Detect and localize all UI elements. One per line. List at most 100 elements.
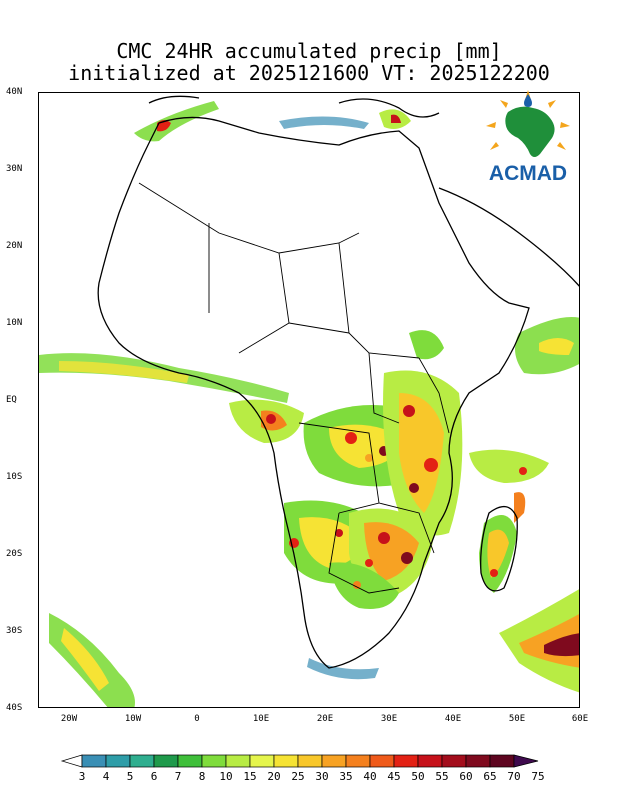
lon-label-30e: 30E (380, 714, 398, 724)
colorbar-label: 5 (127, 770, 134, 783)
country-borders (138, 182, 450, 594)
colorbar-swatch (129, 754, 155, 768)
lon-label-50e: 50E (508, 714, 526, 724)
precip-area-rift-inner (399, 393, 444, 513)
precip-cell-zambia-1 (378, 532, 390, 544)
colorbar-swatch (345, 754, 371, 768)
colorbar-swatch (489, 754, 515, 768)
precip-cell-rift-3 (409, 483, 419, 493)
colorbar-label: 10 (219, 770, 232, 783)
lon-label-10w: 10W (124, 714, 142, 724)
colorbar-swatch (417, 754, 443, 768)
lat-label-10s: 10S (6, 472, 23, 482)
precip-area-indian-core (539, 338, 574, 355)
lon-label-10e: 10E (252, 714, 270, 724)
colorbar-swatch (249, 754, 275, 768)
lat-label-40n: 40N (6, 87, 23, 97)
colorbar-label: 3 (79, 770, 86, 783)
colorbar-label: 30 (315, 770, 328, 783)
lon-label-20w: 20W (60, 714, 78, 724)
madagascar-coastline (480, 506, 518, 592)
lon-label-60e: 60E (571, 714, 589, 724)
precip-cell-congo-3 (365, 454, 373, 462)
map-canvas (39, 95, 579, 707)
colorbar-swatch (369, 754, 395, 768)
border-segment-3 (338, 242, 420, 359)
colorbar-swatch (153, 754, 179, 768)
colorbar-label: 6 (151, 770, 158, 783)
lat-label-20s: 20S (6, 549, 23, 559)
colorbar-swatch (297, 754, 323, 768)
precip-area-south-tip (307, 658, 379, 680)
lon-label-40e: 40E (444, 714, 462, 724)
precip-area-indian-2 (469, 449, 549, 483)
precip-area-moz-channel (514, 492, 526, 523)
border-segment-7 (418, 357, 450, 434)
colorbar-label: 60 (459, 770, 472, 783)
colorbar-label: 45 (387, 770, 400, 783)
colorbar-swatch (393, 754, 419, 768)
page-title-line2: initialized at 2025121600 VT: 2025122200 (68, 61, 550, 85)
africa-coastline (97, 116, 530, 669)
lat-label-40s: 40S (6, 703, 23, 713)
colorbar: 3 4 5 6 7 8 10 15 20 25 30 35 40 45 50 55 60 65 70 75 (60, 754, 545, 783)
precip-cell-congo-1 (345, 432, 357, 444)
precip-cell-zambia-2 (401, 552, 413, 564)
colorbar-swatch (441, 754, 467, 768)
precip-cell-rift-1 (403, 405, 415, 417)
colorbar-label: 50 (411, 770, 424, 783)
precip-cell-gabon (266, 414, 276, 424)
lat-label-30n: 30N (6, 164, 23, 174)
colorbar-label: 65 (483, 770, 496, 783)
precip-cell-angola-2 (335, 529, 343, 537)
precip-cell-zambia-3 (365, 559, 373, 567)
colorbar-swatch (201, 754, 227, 768)
coastline (97, 95, 579, 669)
colorbar-label: 8 (199, 770, 206, 783)
colorbar-label: 20 (267, 770, 280, 783)
lat-label-20n: 20N (6, 241, 23, 251)
colorbar-swatch (225, 754, 251, 768)
colorbar-label: 7 (175, 770, 182, 783)
border-segment-6 (328, 502, 435, 594)
logo-text: ACMAD (488, 162, 568, 185)
precip-area-angola-inner (299, 517, 364, 568)
colorbar-label: 40 (363, 770, 376, 783)
border-segment-5 (298, 422, 380, 514)
colorbar-label: 15 (243, 770, 256, 783)
lat-label-30s: 30S (6, 626, 23, 636)
precip-cell-botswana (353, 581, 361, 589)
colorbar-swatch (105, 754, 131, 768)
precip-cell-indian (519, 467, 527, 475)
lat-label-eq: EQ (6, 395, 17, 405)
colorbar-swatch (81, 754, 107, 768)
precip-area-zambia-inner (364, 522, 419, 581)
precip-cell-rift-2 (424, 458, 438, 472)
precip-area-madagascar-inner (487, 529, 509, 578)
precip-area-atlas (134, 101, 219, 142)
acmad-logo: ACMAD (478, 88, 578, 185)
border-segment-1 (138, 182, 360, 254)
colorbar-max-arrow (513, 754, 539, 768)
border-segment-4 (288, 322, 400, 424)
colorbar-label: 75 (531, 770, 544, 783)
colorbar-label: 55 (435, 770, 448, 783)
lat-label-10n: 10N (6, 318, 23, 328)
precip-area-s-indian-core (544, 633, 579, 657)
colorbar-swatch (465, 754, 491, 768)
colorbar-label: 70 (507, 770, 520, 783)
precip-cell-madagascar (490, 569, 498, 577)
africa-shape-icon (505, 106, 555, 157)
colorbar-label: 35 (339, 770, 352, 783)
lon-label-0: 0 (194, 714, 200, 724)
precip-area-med-strip (279, 116, 369, 129)
precip-field (39, 101, 579, 707)
colorbar-swatch (177, 754, 203, 768)
precip-area-med-east-core (391, 114, 401, 123)
precip-area-ethiopia (409, 330, 444, 360)
colorbar-min-arrow (60, 754, 83, 768)
page-title-line1: CMC 24HR accumulated precip [mm] (116, 39, 502, 63)
colorbar-swatch (321, 754, 347, 768)
precip-area-sw-atlantic-inner (61, 628, 109, 691)
border-segment-2 (208, 223, 290, 354)
